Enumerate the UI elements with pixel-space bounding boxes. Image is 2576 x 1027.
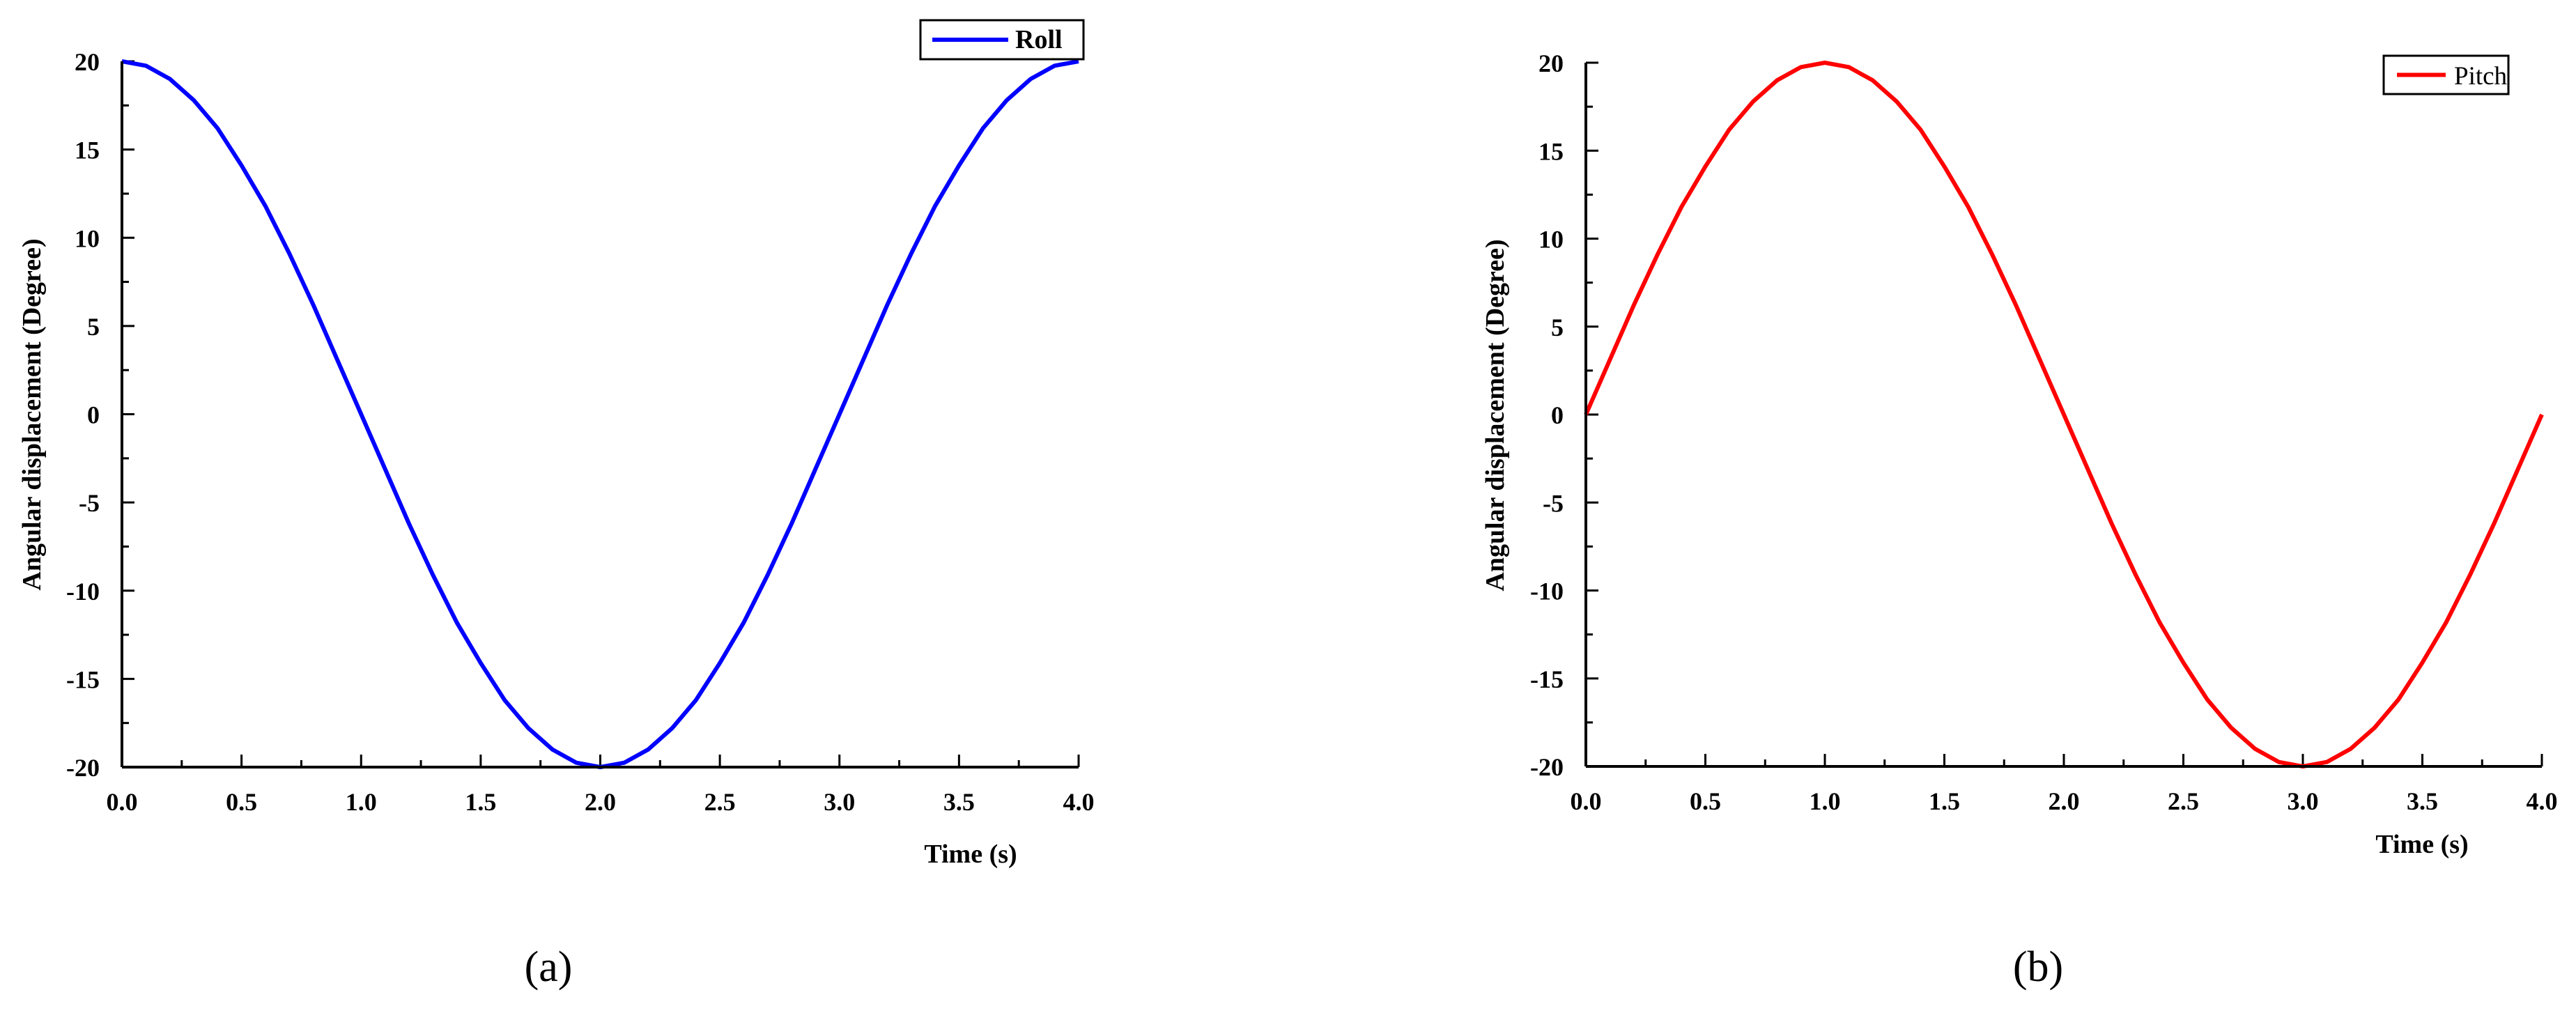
y-tick-label: 5 (87, 313, 100, 341)
y-tick-label: -15 (66, 665, 100, 693)
x-tick-label: 3.5 (2407, 787, 2438, 815)
x-tick-label: 3.0 (2288, 787, 2319, 815)
roll-series-line (121, 59, 1079, 769)
x-tick-label: 2.5 (704, 788, 736, 816)
y-tick-label: 20 (1538, 49, 1564, 77)
x-tick-label: 4.0 (1063, 788, 1095, 816)
y-tick-label: 0 (1551, 401, 1564, 429)
y-tick-label: -10 (66, 578, 100, 605)
x-axis-title-b: Time (s) (2375, 830, 2468, 859)
panel-b: 0.0 0.5 1.0 1.5 2.0 2.5 3.0 3.5 4.0 20 15 10 5 0 -5 -10… (1481, 49, 2558, 991)
x-tick-label: 0.5 (226, 788, 257, 816)
y-tick-label: -20 (66, 754, 100, 782)
ticks-a (121, 60, 1080, 769)
x-tick-label: 2.5 (2168, 787, 2199, 815)
x-tick-label: 1.0 (346, 788, 377, 816)
panel-a: 0.0 0.5 1.0 1.5 2.0 2.5 3.0 3.5 4.0 20 15 10 5 0 -5 -10… (17, 19, 1095, 991)
legend-label-pitch: Pitch (2454, 62, 2508, 91)
y-tick-label: -15 (1530, 665, 1564, 693)
x-tick-label: 0.0 (107, 788, 138, 816)
y-tick-label: 10 (75, 224, 100, 252)
x-tick-label: 1.5 (1929, 787, 1960, 815)
x-tick-label: 1.0 (1810, 787, 1841, 815)
y-tick-label: -5 (1543, 489, 1564, 517)
x-tick-label: 1.5 (465, 788, 496, 816)
panel-label-a: (a) (525, 943, 573, 991)
y-tick-label: 15 (75, 137, 100, 164)
y-axis-title-a: Angular displacement (Degree) (17, 238, 47, 590)
x-axis-title-a: Time (s) (924, 840, 1017, 869)
x-tick-label: 2.0 (585, 788, 616, 816)
legend-label-roll: Roll (1015, 25, 1063, 54)
x-tick-label: 4.0 (2527, 787, 2558, 815)
x-tick-label: 3.5 (943, 788, 975, 816)
legend-a: Roll (919, 19, 1085, 61)
x-tick-label: 0.5 (1690, 787, 1721, 815)
y-tick-label: -10 (1530, 578, 1564, 605)
x-tick-label: 2.0 (2049, 787, 2080, 815)
y-tick-label: 10 (1538, 226, 1564, 254)
axes-b (1584, 63, 2542, 768)
y-tick-label: -20 (1530, 753, 1564, 781)
y-axis-title-b: Angular displacement (Degree) (1481, 239, 1510, 591)
x-tick-label: 0.0 (1571, 787, 1602, 815)
y-tick-label: 0 (87, 401, 100, 429)
x-tick-label: 3.0 (824, 788, 855, 816)
panel-label-b: (b) (2013, 943, 2063, 991)
tick-labels-b: 0.0 0.5 1.0 1.5 2.0 2.5 3.0 3.5 4.0 20 15 10 5 0 -5 -10… (1530, 49, 2558, 815)
tick-labels-a: 0.0 0.5 1.0 1.5 2.0 2.5 3.0 3.5 4.0 20 15 10 5 0 -5 -10… (66, 48, 1095, 816)
y-tick-label: -5 (79, 489, 100, 517)
y-tick-label: 5 (1551, 314, 1564, 341)
y-tick-label: 15 (1538, 137, 1564, 165)
legend-b: Pitch (2382, 54, 2510, 95)
axes-a (121, 61, 1079, 769)
y-tick-label: 20 (75, 48, 100, 76)
pitch-series-line (1584, 61, 2544, 769)
